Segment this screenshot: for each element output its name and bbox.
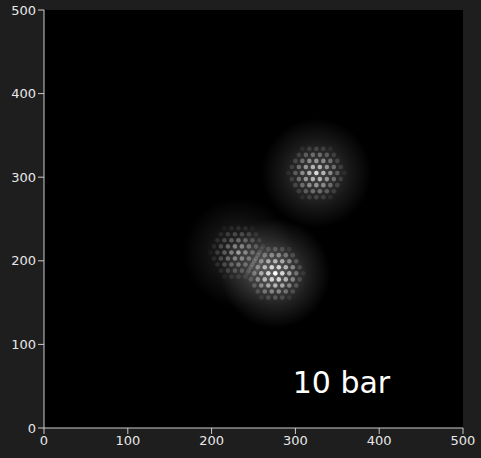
svg-text:400: 400 xyxy=(11,86,36,101)
svg-text:0: 0 xyxy=(28,421,36,436)
svg-text:300: 300 xyxy=(283,433,308,448)
svg-text:100: 100 xyxy=(11,337,36,352)
svg-text:400: 400 xyxy=(367,433,392,448)
svg-text:0: 0 xyxy=(40,433,48,448)
svg-text:300: 300 xyxy=(11,170,36,185)
svg-text:200: 200 xyxy=(199,433,224,448)
svg-text:500: 500 xyxy=(11,3,36,18)
svg-text:500: 500 xyxy=(451,433,476,448)
svg-text:200: 200 xyxy=(11,253,36,268)
svg-text:100: 100 xyxy=(115,433,140,448)
svg-text:10 bar: 10 bar xyxy=(293,365,391,400)
